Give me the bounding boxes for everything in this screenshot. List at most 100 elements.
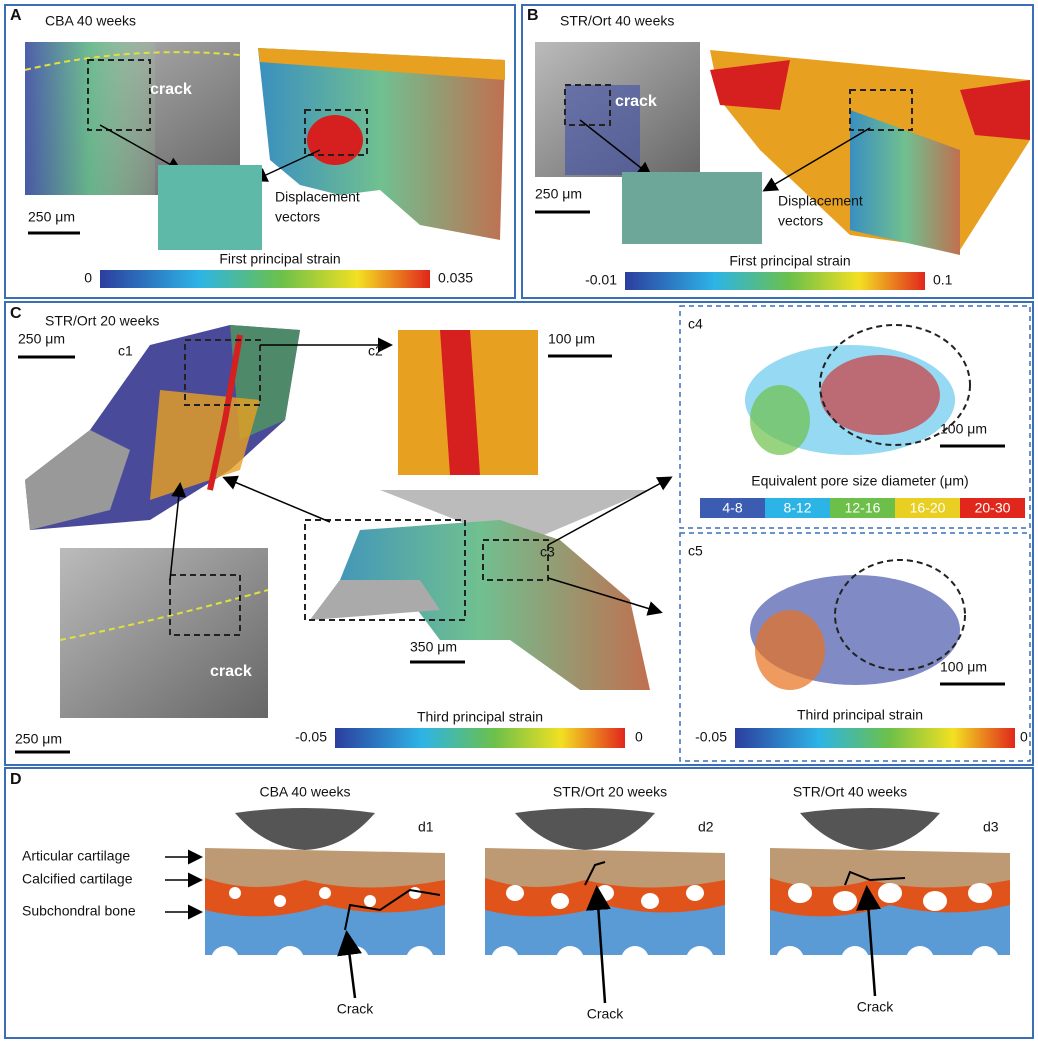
panel-label: D <box>10 771 22 788</box>
pore <box>788 883 812 903</box>
marrow <box>686 946 714 974</box>
sub-label: c2 <box>368 343 383 359</box>
panel-title: STR/Ort 20 weeks <box>45 313 159 329</box>
pore-cloud <box>820 355 940 435</box>
crack-label: Crack <box>337 1001 375 1017</box>
pore <box>319 887 331 899</box>
sketch-title: STR/Ort 40 weeks <box>793 784 907 800</box>
crack-label: Crack <box>857 999 895 1015</box>
marrow <box>906 946 934 974</box>
layer-label: Calcified cartilage <box>22 871 133 887</box>
scale-label: 100 μm <box>548 331 595 347</box>
colorbar-min: 0 <box>84 270 92 286</box>
marrow <box>621 946 649 974</box>
inset-image <box>158 165 262 250</box>
sketch-title: STR/Ort 20 weeks <box>553 784 667 800</box>
pore <box>923 891 947 911</box>
scale-label: 100 μm <box>940 421 987 437</box>
marrow <box>211 946 239 974</box>
sketch-label: d1 <box>418 819 434 835</box>
colorbar-min: -0.05 <box>295 729 327 745</box>
vectors-label: vectors <box>778 213 823 229</box>
sub-label: c1 <box>118 343 133 359</box>
pore-cloud <box>750 385 810 455</box>
scale-label: 250 μm <box>18 331 65 347</box>
scale-label: 250 μm <box>15 731 62 747</box>
indenter <box>515 808 655 850</box>
crack-label: crack <box>615 93 657 110</box>
colorbar-max: 0.035 <box>438 270 473 286</box>
marrow <box>341 946 369 974</box>
legend-title: Equivalent pore size diameter (μm) <box>751 473 968 489</box>
colorbar-title: First principal strain <box>219 251 340 267</box>
pore <box>409 887 421 899</box>
colorbar-title: First principal strain <box>729 253 850 269</box>
pore <box>833 891 857 911</box>
cartilage-layer <box>485 848 725 888</box>
pore <box>686 885 704 901</box>
crack-pores <box>307 115 363 165</box>
layer-label: Subchondral bone <box>22 903 136 919</box>
scale-label: 100 μm <box>940 659 987 675</box>
legend: 4-8 8-12 12-16 16-20 20-30 <box>700 498 1025 518</box>
crack-label: crack <box>210 663 252 680</box>
colorbar-min: -0.01 <box>585 272 617 288</box>
colorbar-max: 0.1 <box>933 272 953 288</box>
vectors-label: vectors <box>275 209 320 225</box>
pore <box>229 887 241 899</box>
scale-label: 250 μm <box>535 186 582 202</box>
crack-label: Crack <box>587 1006 625 1022</box>
figure: A CBA 40 weeks crack Displacement vector… <box>0 0 1038 1041</box>
marrow <box>276 946 304 974</box>
marrow <box>406 946 434 974</box>
colorbar <box>625 272 925 290</box>
vectors-label: Displacement <box>275 189 360 205</box>
sketch-label: d2 <box>698 819 714 835</box>
marrow <box>556 946 584 974</box>
colorbar-title: Third principal strain <box>797 707 923 723</box>
colorbar <box>335 728 625 748</box>
colorbar <box>100 270 430 288</box>
pore <box>641 893 659 909</box>
sketches: CBA 40 weeks d1 Crack STR/Ort 20 weeks d2 Cra… <box>205 784 1010 1022</box>
pore <box>551 893 569 909</box>
panel-title: STR/Ort 40 weeks <box>560 13 674 29</box>
vectors-label: Displacement <box>778 193 863 209</box>
legend-label: 20-30 <box>975 500 1011 516</box>
cartilage-layer <box>770 848 1010 888</box>
legend-label: 8-12 <box>783 500 811 516</box>
sub-label: c3 <box>540 544 555 560</box>
pore <box>506 885 524 901</box>
pore <box>878 883 902 903</box>
legend-label: 12-16 <box>845 500 881 516</box>
sketch-title: CBA 40 weeks <box>259 784 350 800</box>
legend-label: 4-8 <box>722 500 742 516</box>
pore <box>364 895 376 907</box>
marrow <box>491 946 519 974</box>
colorbar-max: 0 <box>635 729 643 745</box>
crack-label: crack <box>150 81 192 98</box>
sub-label: c5 <box>688 543 703 559</box>
colorbar-title: Third principal strain <box>417 709 543 725</box>
panel-title: CBA 40 weeks <box>45 13 136 29</box>
sketch-label: d3 <box>983 819 999 835</box>
marrow <box>776 946 804 974</box>
colorbar <box>735 728 1015 748</box>
colorbar-min: -0.05 <box>695 729 727 745</box>
cartilage-layer <box>205 848 445 888</box>
panel-label: C <box>10 305 22 322</box>
scale-label: 250 μm <box>28 209 75 225</box>
colorbar-max: 0 <box>1020 729 1028 745</box>
pore <box>274 895 286 907</box>
indenter <box>800 808 940 850</box>
marrow <box>971 946 999 974</box>
scale-label: 350 μm <box>410 639 457 655</box>
marrow <box>841 946 869 974</box>
pore-cloud <box>755 610 825 690</box>
inset-image <box>622 172 762 244</box>
legend-label: 16-20 <box>910 500 946 516</box>
panel-label: A <box>10 7 22 24</box>
indenter <box>235 808 375 850</box>
layer-label: Articular cartilage <box>22 848 130 864</box>
panel-label: B <box>527 7 539 24</box>
